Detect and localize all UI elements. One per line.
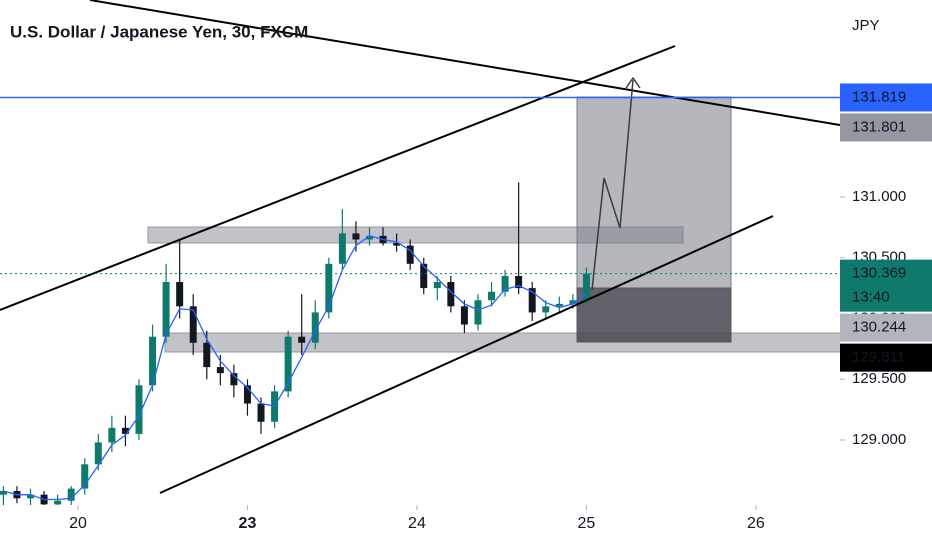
target-box (576, 96, 732, 289)
price-label-box (840, 259, 932, 312)
candle-body (406, 245, 414, 264)
candle-body (420, 263, 428, 289)
x-tick-label: 23 (239, 515, 257, 532)
candle-body (460, 306, 468, 325)
trend-line (89, 0, 840, 126)
candle-body (230, 373, 238, 386)
candle-body (108, 427, 116, 443)
price-label-box (840, 343, 932, 372)
candle-body (81, 464, 89, 489)
chart-title: U.S. Dollar / Japanese Yen, 30, FXCM (10, 22, 308, 41)
candle-body (54, 500, 62, 505)
candle-body (474, 300, 482, 325)
candle-body (162, 282, 170, 337)
x-tick-label: 20 (69, 515, 87, 532)
candle-body (555, 303, 563, 307)
candle-body (94, 442, 102, 465)
plot-area (0, 0, 840, 505)
price-label: 131.819 (852, 88, 906, 105)
candle-body (67, 488, 75, 501)
y-tick-label: 129.000 (852, 431, 906, 448)
candle-body (135, 385, 143, 434)
price-label: 130.244 (852, 319, 906, 336)
candle-body (501, 275, 509, 292)
projection-arrow (591, 79, 634, 291)
candle-body (582, 273, 590, 301)
price-label-box (840, 113, 932, 142)
candle-body (433, 282, 441, 289)
x-tick-label: 26 (747, 515, 765, 532)
candle-body (325, 263, 333, 313)
y-tick-label: 129.500 (852, 370, 906, 387)
candle-body (393, 243, 401, 246)
candle-body (149, 336, 157, 386)
candle-body (447, 282, 455, 307)
candle-body (298, 336, 306, 343)
stop-box (576, 287, 732, 343)
candle-body (284, 336, 292, 392)
candle-body (528, 288, 536, 313)
candle-body (257, 403, 265, 422)
price-label-box (840, 83, 932, 112)
candle-body (311, 312, 319, 343)
price-label: 131.801 (852, 118, 906, 135)
candle-body (189, 306, 197, 343)
x-tick-label: 25 (578, 515, 596, 532)
price-label: 129.811 (852, 349, 905, 366)
x-tick-label: 24 (408, 515, 426, 532)
channel-top (0, 45, 676, 311)
candle-body (176, 282, 184, 307)
candle-body (542, 306, 550, 313)
candle-body (27, 494, 35, 499)
currency-label: JPY (852, 17, 880, 34)
candle-body (243, 385, 251, 404)
candle-body (569, 300, 577, 304)
candle-body (216, 367, 224, 374)
candle-body (0, 491, 7, 495)
price-label: 130.369 (852, 265, 906, 282)
price-label-box (840, 313, 932, 342)
countdown: 13:40 (852, 289, 890, 306)
candle-body (515, 275, 523, 289)
candle-body (352, 233, 360, 240)
arrow-head (625, 76, 641, 89)
candle-body (365, 235, 373, 240)
y-tick-label: 131.000 (852, 188, 906, 205)
channel-bottom (159, 215, 774, 494)
support-zone (164, 332, 840, 353)
candle-body (488, 291, 496, 301)
candle-body (203, 342, 211, 368)
candle-body (338, 233, 346, 264)
candle-body (121, 427, 129, 434)
moving-average (3, 235, 587, 501)
